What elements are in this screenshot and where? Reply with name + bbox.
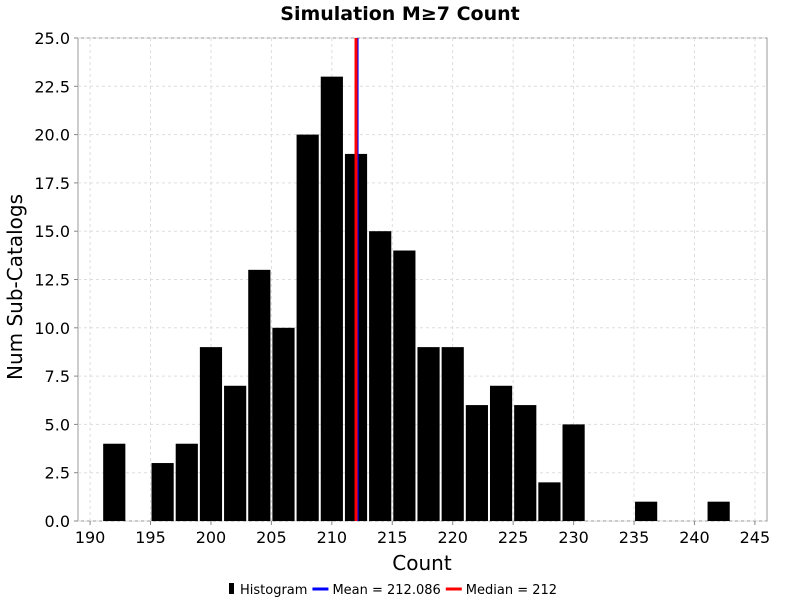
histogram-bar bbox=[514, 405, 537, 521]
x-tick-label: 190 bbox=[75, 528, 106, 547]
histogram-bar bbox=[175, 443, 198, 521]
chart-title: Simulation M≥7 Count bbox=[280, 3, 519, 25]
x-tick-label: 240 bbox=[679, 528, 710, 547]
y-tick-label: 15.0 bbox=[34, 222, 70, 241]
x-tick-label: 195 bbox=[135, 528, 166, 547]
y-tick-label: 12.5 bbox=[34, 271, 70, 290]
y-tick-label: 2.5 bbox=[45, 464, 70, 483]
x-tick-label: 210 bbox=[317, 528, 348, 547]
x-tick-label: 235 bbox=[619, 528, 650, 547]
y-tick-label: 17.5 bbox=[34, 174, 70, 193]
x-axis-label: Count bbox=[392, 551, 452, 575]
y-tick-label: 7.5 bbox=[45, 367, 70, 386]
y-axis-label: Num Sub-Catalogs bbox=[3, 194, 27, 380]
histogram-bar bbox=[465, 405, 488, 521]
y-axis-ticks: 0.0 2.5 5.0 7.5 10.0 12.5 15.0 17.5 20.0 22.5 25.0 bbox=[34, 29, 78, 531]
histogram-bar bbox=[320, 76, 343, 521]
x-tick-label: 225 bbox=[498, 528, 529, 547]
histogram-bar bbox=[248, 269, 271, 521]
histogram-bar bbox=[296, 134, 319, 521]
y-tick-label: 10.0 bbox=[34, 319, 70, 338]
histogram-bar bbox=[635, 501, 658, 521]
histogram-bar bbox=[562, 424, 585, 521]
histogram-bar bbox=[441, 347, 464, 521]
histogram-bar bbox=[489, 385, 513, 521]
legend-swatch bbox=[229, 583, 234, 594]
x-tick-label: 230 bbox=[558, 528, 589, 547]
histogram-bar bbox=[417, 347, 440, 521]
legend-label: Mean = 212.086 bbox=[332, 583, 440, 598]
stat-lines bbox=[354, 38, 359, 521]
x-axis-ticks: 190 195 200 205 210 215 220 225 230 235 240 245 bbox=[75, 521, 770, 547]
legend-label: Median = 212 bbox=[466, 583, 557, 598]
x-tick-label: 215 bbox=[377, 528, 408, 547]
histogram-bar bbox=[707, 501, 730, 521]
x-tick-label: 245 bbox=[740, 528, 771, 547]
histogram-bar bbox=[224, 385, 247, 521]
histogram-bar bbox=[199, 347, 223, 521]
histogram-bar bbox=[369, 231, 392, 521]
y-tick-label: 20.0 bbox=[34, 126, 70, 145]
x-tick-label: 220 bbox=[437, 528, 468, 547]
y-tick-label: 22.5 bbox=[34, 77, 70, 96]
histogram-bar bbox=[272, 327, 295, 521]
legend: Histogram Mean = 212.086 Median = 212 bbox=[229, 583, 557, 598]
y-tick-label: 25.0 bbox=[34, 29, 70, 48]
y-tick-label: 5.0 bbox=[45, 415, 70, 434]
histogram-bar bbox=[538, 482, 561, 521]
histogram-bar bbox=[151, 463, 174, 521]
y-tick-label: 0.0 bbox=[45, 512, 70, 531]
histogram-bar bbox=[393, 250, 416, 521]
legend-label: Histogram bbox=[240, 583, 307, 598]
x-tick-label: 205 bbox=[256, 528, 287, 547]
histogram-bar bbox=[103, 443, 126, 521]
x-tick-label: 200 bbox=[196, 528, 227, 547]
